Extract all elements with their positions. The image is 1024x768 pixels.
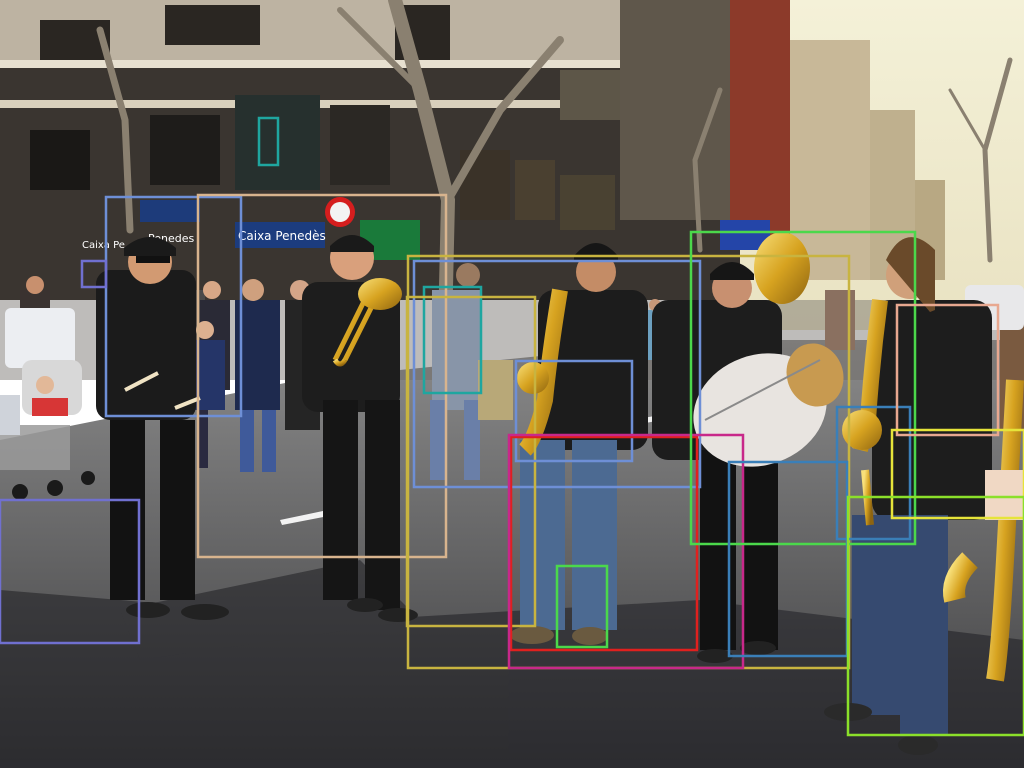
musician-saxophone-right — [824, 237, 992, 755]
annotation-box-legs-magenta — [507, 433, 745, 670]
musician-trombone — [302, 235, 418, 622]
sunglasses — [136, 256, 170, 263]
musician-bass-drum — [652, 232, 844, 663]
annotation-box-drum-player — [689, 230, 917, 546]
sign-caixa-small: Caixa Pe — [82, 240, 125, 251]
white-van — [5, 308, 75, 368]
annotation-box-trombone — [196, 193, 448, 559]
annotation-box-sax-player-legs — [846, 495, 1024, 737]
stroller — [0, 360, 95, 500]
annotation-box-small-left — [80, 259, 108, 289]
sign-caixa-penedes: Caixa Penedès — [238, 229, 326, 243]
shoulder-bag — [478, 360, 513, 420]
drumstick — [124, 371, 159, 392]
annotation-boxes — [0, 116, 1024, 737]
trombone-bell — [358, 278, 402, 310]
annotation-box-pedestrian — [422, 285, 483, 395]
building-red — [730, 0, 790, 240]
annotation-box-sax-player-upper — [895, 303, 1000, 437]
saxophone — [518, 288, 568, 456]
annotation-box-sax-hands — [514, 359, 634, 463]
bass-drum — [693, 343, 844, 467]
building-left — [0, 0, 740, 300]
cymbal — [754, 232, 810, 304]
annotation-box-window — [257, 116, 280, 167]
annotation-box-sax-bell — [835, 405, 912, 541]
annotation-box-road-left — [0, 498, 141, 645]
annotation-box-shoes — [555, 564, 609, 649]
annotation-box-drummer — [104, 195, 243, 418]
annotation-box-upper-center — [412, 259, 702, 489]
annotation-box-hand — [890, 428, 1024, 520]
